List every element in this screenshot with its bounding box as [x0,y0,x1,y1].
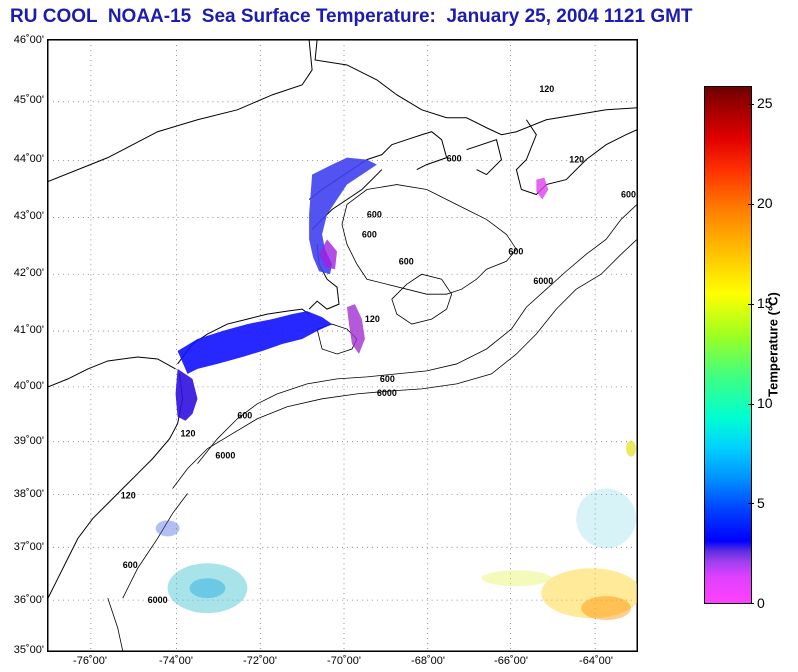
isobath-label: 600 [508,246,523,256]
lon-label: -74˚00' [159,655,193,667]
colorbar-tick [748,204,754,205]
map-title: RU COOL NOAA-15 Sea Surface Temperature:… [10,6,693,28]
title-part-2: NOAA-15 [107,6,192,27]
isobath-label: 120 [121,490,136,500]
colorbar-tick-label: 10 [757,395,773,411]
lon-label: -68˚00' [411,655,445,667]
lon-label: -70˚00' [327,655,361,667]
colorbar-tick-label: 0 [757,595,765,611]
lat-label: 42˚00' [13,267,44,279]
lat-label: 44˚00' [13,153,44,165]
isobath-lines [107,184,637,651]
colorbar-tick-label: 15 [757,295,773,311]
sst-map: 120 120 600 600 600 600 600 600 6000 600… [47,39,638,652]
lon-label: -66˚00' [494,655,528,667]
isobath-label: 120 [539,84,554,94]
colorbar-tick-label: 25 [757,95,773,111]
isobath-label: 6000 [533,276,553,286]
lat-label: 46˚00' [13,34,44,46]
sst-data [155,157,637,621]
title-part-3: Sea Surface Temperature: [201,6,436,27]
colorbar-tick [748,404,754,405]
isobath-label: 600 [399,256,414,266]
title-part-4: January 25, 2004 1121 GMT [446,6,693,27]
lat-label: 41˚00' [13,324,44,336]
lat-label: 36˚00' [13,594,44,606]
isobath-label: 600 [362,229,377,239]
lat-label: 38˚00' [13,488,44,500]
isobath-label: 6000 [377,388,397,398]
colorbar-tick-label: 20 [757,195,773,211]
isobath-label: 600 [123,560,138,570]
isobath-label: 6000 [148,595,168,605]
isobath-label: 600 [380,374,395,384]
temperature-colorbar [704,86,752,604]
colorbar-tick [748,503,754,504]
colorbar-tick [748,603,754,604]
lat-label: 37˚00' [13,541,44,553]
isobath-label: 600 [447,154,462,164]
lat-label: 45˚00' [13,94,44,106]
lat-label: 35˚00' [13,644,44,656]
colorbar-tick-label: 5 [757,495,765,511]
colorbar-tick [748,104,754,105]
lat-label: 43˚00' [13,210,44,222]
isobath-label: 120 [365,314,380,324]
lat-label: 39˚00' [13,435,44,447]
isobath-label: 600 [367,209,382,219]
isobath-label: 600 [237,411,252,421]
colorbar-tick [748,304,754,305]
lon-label: -64˚00' [579,655,613,667]
isobath-label: 600 [621,190,636,200]
lon-label: -72˚00' [243,655,277,667]
isobath-label: 120 [181,429,196,439]
isobath-labels: 120 120 600 600 600 600 600 600 6000 600… [121,84,636,605]
title-part-1: RU COOL [10,6,98,27]
lat-label: 40˚00' [13,380,44,392]
isobath-label: 120 [569,155,584,165]
isobath-label: 6000 [215,451,235,461]
colorbar-label: Temperature (°C) [765,292,781,397]
lon-label: -76˚00' [73,655,107,667]
